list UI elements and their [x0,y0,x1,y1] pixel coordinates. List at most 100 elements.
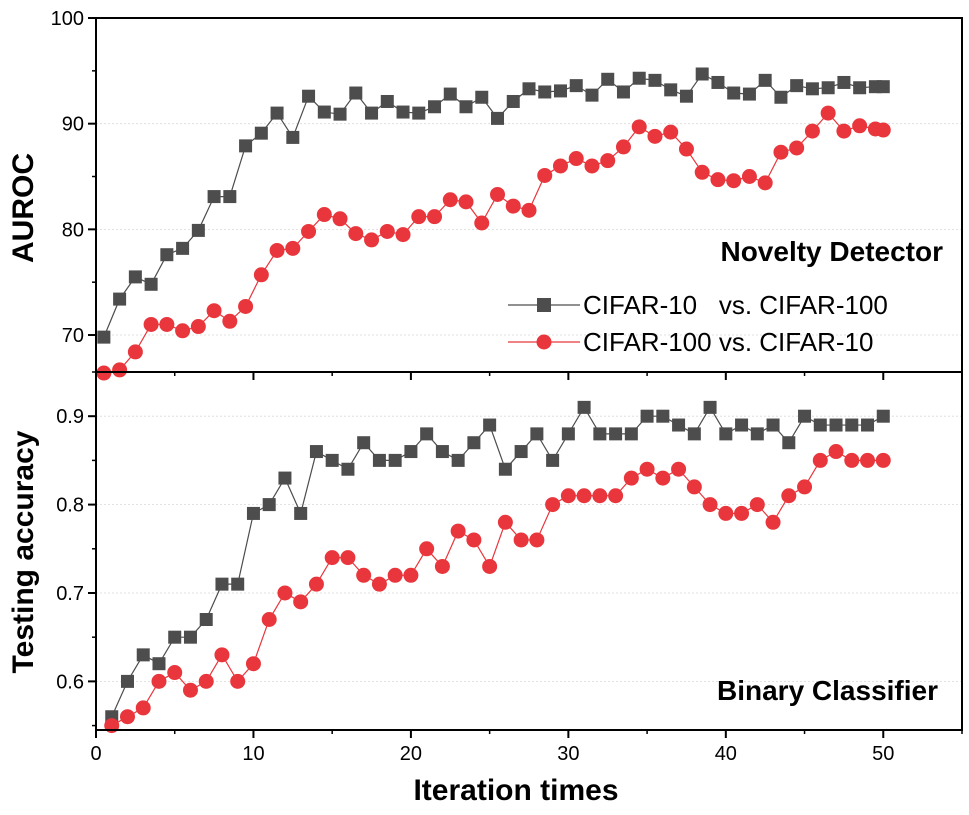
bottom-series-2-point [592,488,608,504]
bottom-series-1-point [168,630,182,644]
top-series-2-point [615,139,631,155]
top-series-1-point [349,86,363,100]
bottom-series-1-point [546,453,560,467]
bottom-series-2-point [151,673,167,689]
bottom-series-2-point [482,558,498,574]
bottom-series-2-point [450,523,466,539]
bottom-series-2-point [119,709,135,725]
bottom-series-1-point [798,409,812,423]
bottom-series-1-point [294,506,308,520]
top-series-1-point [396,105,410,119]
bottom-series-1-point [388,453,402,467]
top-series-2-point [112,362,128,378]
top-series-1-point [333,107,347,121]
bottom-series-1-point [136,648,150,662]
bottom-series-1-point [561,427,575,441]
bottom-series-2-point [686,479,702,495]
top-series-2-point [127,344,143,360]
bottom-series-1-point [766,418,780,432]
top-series-2-point [238,298,254,314]
top-series-1-point [443,87,457,101]
bottom-series-1-point [876,409,890,423]
top-series-1-point [254,126,268,140]
bottom-series-1-point [152,657,166,671]
bottom-series-1-point [246,506,260,520]
y-axis-title-auroc: AUROC [7,153,40,263]
top-series-2-point [190,319,206,335]
top-series-1-point [144,277,158,291]
bottom-series-2-point [875,452,891,468]
top-series-2-point [631,119,647,135]
top-series-1-point [380,94,394,108]
bottom-series-1-point [341,462,355,476]
top-series-1-point [876,80,890,94]
top-series-1-point [853,81,867,95]
bottom-series-1-point [357,436,371,450]
top-series-2-point [568,151,584,167]
bottom-series-2-point [671,461,687,477]
top-series-1-point [97,330,111,344]
bottom-series-1-point [420,427,434,441]
panel-label-novelty-detector: Novelty Detector [720,236,943,267]
top-series-2-point [836,123,852,139]
top-series-1-point [160,248,174,262]
bottom-series-2-point [576,488,592,504]
top-series-1-point [695,67,709,81]
bottom-series-2-point [718,505,734,521]
bottom-series-2-point [324,550,340,566]
bottom-series-2-point [655,470,671,486]
top-series-2-point [537,167,553,183]
top-series-1-point [821,81,835,95]
bottom-series-2-point [545,497,561,513]
bottom-series-1-point [530,427,544,441]
top-series-1-point [491,111,505,125]
top-series-2-point [490,186,506,202]
bottom-y-tick-label: 0.8 [56,495,84,517]
top-series-2-point [663,124,679,140]
top-series-1-point [774,90,788,104]
panel-label-binary-classifier: Binary Classifier [717,675,938,706]
top-series-1-point [223,190,237,204]
top-series-1-point [239,139,253,153]
top-series-1-point [601,72,615,86]
top-series-2-point [364,232,380,248]
top-series-1-point [837,75,851,89]
bottom-series-2-point [529,532,545,548]
bottom-series-1-point [215,577,229,591]
bottom-series-1-point [120,674,134,688]
bottom-series-1-point [782,436,796,450]
bottom-series-2-point [497,514,513,530]
bottom-series-1-point [703,400,717,414]
bottom-series-1-point [467,436,481,450]
top-series-1-point [412,106,426,120]
x-tick-label: 20 [400,743,422,765]
x-tick-label: 30 [557,743,579,765]
top-series-2-point [726,173,742,189]
top-series-1-point [805,82,819,96]
bottom-series-2-point [261,612,277,628]
bottom-series-1-point [404,445,418,459]
top-series-2-point [206,303,222,319]
bottom-series-2-point [198,673,214,689]
top-series-group [96,67,891,381]
top-y-tick-label: 90 [62,114,84,136]
top-series-1-point [207,190,221,204]
top-series-2-point [269,242,285,258]
top-series-2-point [348,226,364,242]
bottom-series-2-point [734,505,750,521]
bottom-series-2-point [560,488,576,504]
top-series-2-point [316,207,332,223]
top-series-2-point [647,128,663,144]
top-series-2-point [505,198,521,214]
legend-label-cifar10: CIFAR-10 vs. CIFAR-100 [583,290,888,320]
x-tick-label: 40 [715,743,737,765]
bottom-series-1-point [577,400,591,414]
top-series-2-point [521,202,537,218]
top-series-2-point [584,158,600,174]
top-series-2-point [600,153,616,169]
bottom-series-2-point [293,594,309,610]
top-series-1-point [286,130,300,144]
top-series-1-point [679,89,693,103]
bottom-series-2-point [781,488,797,504]
